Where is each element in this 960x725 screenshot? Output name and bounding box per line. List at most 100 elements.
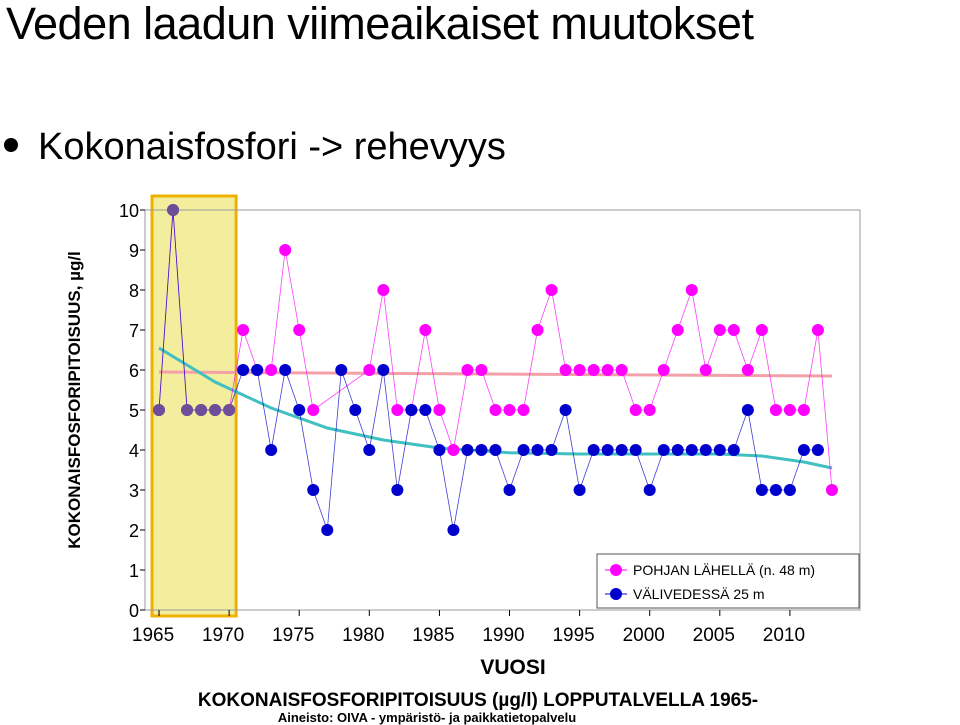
x-tick-label: 1975: [272, 625, 314, 646]
data-point-series-1: [643, 404, 656, 416]
data-point-series-1: [657, 364, 670, 376]
data-point-series-2: [475, 444, 488, 456]
data-point-series-1: [489, 404, 502, 416]
data-point-series-1: [769, 404, 782, 416]
bullet-item: Kokonaisfosfori -> rehevyys: [4, 126, 506, 169]
x-tick-label: 1980: [342, 625, 384, 646]
data-point-series-1: [615, 364, 628, 376]
data-point-series-1: [587, 364, 600, 376]
data-point-series-1: [517, 404, 530, 416]
x-tick-label: 2000: [623, 625, 665, 646]
x-tick-label: 1990: [482, 625, 524, 646]
data-point-series-1: [629, 404, 642, 416]
data-point-series-1: [783, 404, 796, 416]
data-point-series-1: [559, 364, 572, 376]
y-tick-label: 0: [129, 601, 139, 621]
data-point-series-1: [727, 324, 740, 336]
y-tick-label: 6: [129, 361, 139, 381]
data-point-series-2: [797, 444, 810, 456]
data-point-series-2: [321, 524, 334, 536]
legend: POHJAN LÄHELLÄ (n. 48 m) VÄLIVEDESSÄ 25 m: [596, 553, 860, 609]
data-point-series-1: [741, 364, 754, 376]
data-point-series-2: [335, 364, 348, 376]
data-point-series-2: [209, 404, 222, 416]
data-point-series-1: [811, 324, 824, 336]
data-point-series-1: [475, 364, 488, 376]
data-point-series-2: [419, 404, 432, 416]
data-point-series-1: [531, 324, 544, 336]
y-tick-label: 1: [129, 561, 139, 581]
data-point-series-2: [615, 444, 628, 456]
data-point-series-2: [391, 484, 404, 496]
legend-marker: [610, 588, 622, 600]
data-point-series-2: [377, 364, 390, 376]
data-point-series-2: [167, 204, 180, 216]
data-point-series-1: [419, 324, 432, 336]
y-tick-label: 4: [129, 441, 139, 461]
data-point-series-2: [265, 444, 278, 456]
data-point-series-2: [405, 404, 418, 416]
data-point-series-1: [699, 364, 712, 376]
y-tick-label: 10: [119, 201, 139, 221]
slide-title: Veden laadun viimeaikaiset muutokset: [6, 0, 754, 49]
data-point-series-2: [587, 444, 600, 456]
data-point-series-1: [377, 284, 390, 296]
data-point-series-1: [685, 284, 698, 296]
x-tick-label: 1995: [552, 625, 594, 646]
chart-title: KOKONAISFOSFORIPITOISUUS (µg/l) LOPPUTAL…: [198, 690, 758, 711]
data-point-series-2: [447, 524, 460, 536]
data-point-series-2: [573, 484, 586, 496]
highlight-box: [150, 194, 238, 618]
x-tick-label: 2005: [693, 625, 735, 646]
data-point-series-2: [349, 404, 362, 416]
legend-box: [596, 553, 860, 609]
data-point-series-1: [797, 404, 810, 416]
data-point-series-2: [727, 444, 740, 456]
series-layer: [153, 204, 838, 536]
data-point-series-1: [713, 324, 726, 336]
data-point-series-1: [447, 444, 460, 456]
data-point-series-2: [811, 444, 824, 456]
data-point-series-1: [237, 324, 250, 336]
data-point-series-2: [783, 484, 796, 496]
x-tick-label: 1985: [412, 625, 454, 646]
data-point-series-2: [279, 364, 292, 376]
data-point-series-2: [307, 484, 320, 496]
data-point-series-1: [601, 364, 614, 376]
x-tick-label: 1965: [132, 625, 174, 646]
x-tick-label: 1970: [202, 625, 244, 646]
x-tick-label: 2010: [763, 625, 805, 646]
data-point-series-2: [671, 444, 684, 456]
data-point-series-1: [461, 364, 474, 376]
y-axis-label: KOKONAISFOSFORIPITOISUUS, µg/l: [65, 251, 84, 549]
legend-label: POHJAN LÄHELLÄ (n. 48 m): [633, 562, 815, 578]
data-point-series-2: [237, 364, 250, 376]
data-point-series-2: [153, 404, 166, 416]
data-point-series-2: [293, 404, 306, 416]
y-tick-label: 3: [129, 481, 139, 501]
data-point-series-2: [195, 404, 208, 416]
data-point-series-2: [489, 444, 502, 456]
data-point-series-1: [265, 364, 278, 376]
data-point-series-2: [251, 364, 264, 376]
bullet-dot-icon: [4, 137, 18, 152]
y-tick-label: 7: [129, 321, 139, 341]
data-point-series-2: [699, 444, 712, 456]
data-point-series-1: [293, 324, 306, 336]
data-point-series-2: [461, 444, 474, 456]
data-point-series-2: [531, 444, 544, 456]
legend-label: VÄLIVEDESSÄ 25 m: [633, 586, 765, 602]
data-point-series-1: [755, 324, 768, 336]
data-point-series-2: [601, 444, 614, 456]
highlight-layer: [150, 194, 238, 618]
bullet-text: Kokonaisfosfori -> rehevyys: [38, 126, 506, 168]
data-source: Aineisto: OIVA - ympäristö- ja paikkatie…: [278, 710, 576, 725]
data-point-series-1: [279, 244, 292, 256]
y-tick-label: 9: [129, 241, 139, 261]
data-point-series-2: [629, 444, 642, 456]
data-point-series-2: [545, 444, 558, 456]
axes-layer: 0 1 2 3 4 5 6 7 8 9 10 1965 1970 1975 1980 1985 1990 1995…: [119, 201, 861, 646]
data-point-series-1: [433, 404, 446, 416]
data-point-series-2: [517, 444, 530, 456]
